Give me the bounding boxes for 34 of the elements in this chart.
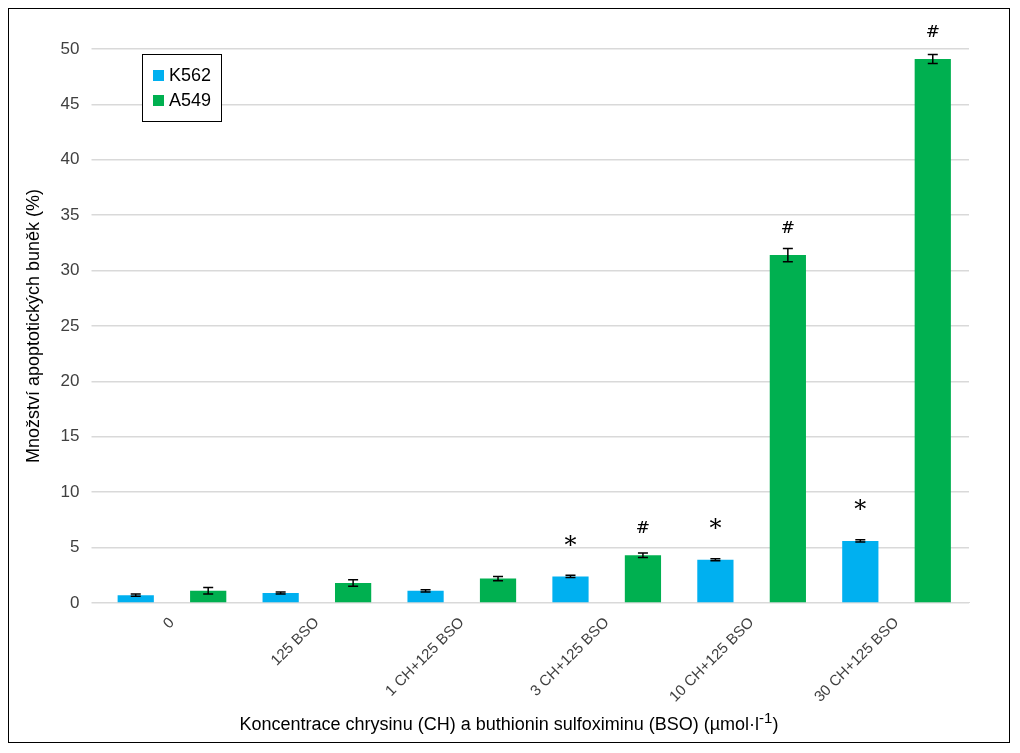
bar [697, 559, 734, 603]
y-tick-label: 35 [60, 204, 80, 224]
y-tick-label: 45 [60, 94, 80, 114]
y-tick-label: 15 [60, 426, 80, 446]
bar [190, 590, 227, 603]
data-label: # [635, 517, 651, 538]
bar [842, 540, 879, 603]
legend-label: A549 [169, 90, 212, 111]
x-axis-title: Koncentrace chrysinu (CH) a buthionin sulfoximinu (BSO) (µmol·l$^{-1}$) [238, 709, 780, 735]
data-label: * [854, 495, 867, 524]
y-tick-label: 40 [60, 149, 80, 169]
y-tick-label: 10 [60, 481, 80, 501]
x-tick-label: 0 [159, 613, 178, 632]
bar [262, 593, 299, 603]
y-axis-title: Množství apoptotických buněk (%) [22, 188, 43, 464]
bar [335, 583, 372, 603]
y-tick-label: 0 [70, 592, 80, 612]
bar [407, 590, 444, 603]
y-tick-label: 20 [60, 371, 80, 391]
data-label: * [709, 514, 722, 542]
bar [552, 576, 589, 603]
data-label: # [925, 20, 940, 41]
bar [914, 58, 951, 603]
bar [479, 578, 517, 603]
y-tick-label: 5 [70, 537, 80, 557]
legend-label: K562 [169, 65, 212, 86]
bar [117, 595, 154, 603]
data-label: # [780, 217, 795, 237]
y-tick-label: 25 [60, 315, 80, 335]
y-tick-label: 50 [60, 38, 80, 58]
bar [624, 555, 662, 603]
y-tick-label: 30 [60, 260, 80, 280]
data-label: * [564, 530, 577, 559]
bar [769, 255, 806, 603]
